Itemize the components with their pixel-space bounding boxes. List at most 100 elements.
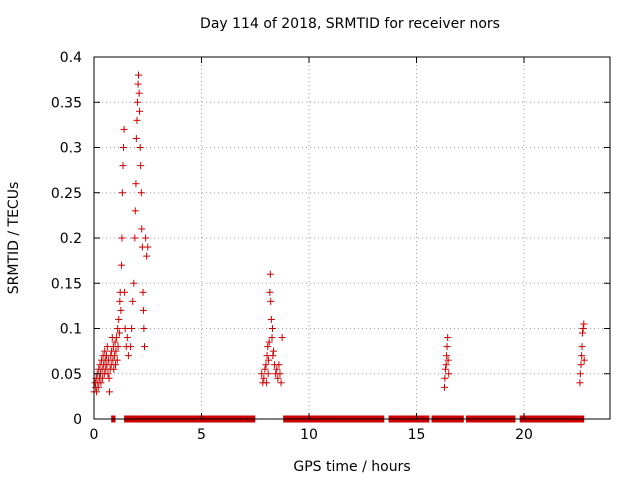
data-point bbox=[278, 334, 286, 342]
data-point bbox=[118, 261, 126, 269]
data-point bbox=[137, 189, 145, 197]
data-point bbox=[124, 352, 132, 360]
data-point bbox=[101, 347, 109, 355]
x-tick-label: 0 bbox=[90, 427, 99, 443]
data-point bbox=[440, 383, 448, 391]
data-point bbox=[110, 352, 118, 360]
data-point bbox=[137, 162, 145, 170]
data-point bbox=[266, 270, 274, 278]
data-point bbox=[265, 338, 273, 346]
data-point bbox=[261, 365, 269, 373]
data-point bbox=[267, 297, 275, 305]
data-point bbox=[123, 334, 131, 342]
data-point bbox=[445, 370, 453, 378]
data-point bbox=[267, 315, 275, 323]
grid-lines bbox=[94, 57, 610, 419]
data-point bbox=[121, 288, 129, 296]
data-point bbox=[115, 329, 123, 337]
data-point bbox=[136, 107, 144, 115]
data-point bbox=[135, 71, 143, 79]
data-point bbox=[113, 356, 121, 364]
data-point bbox=[94, 383, 102, 391]
data-point bbox=[115, 315, 123, 323]
data-point bbox=[134, 80, 142, 88]
data-point bbox=[576, 370, 584, 378]
data-point bbox=[99, 374, 107, 382]
data-point bbox=[578, 343, 586, 351]
data-point bbox=[120, 125, 128, 133]
data-point bbox=[119, 144, 127, 151]
data-point bbox=[130, 279, 138, 287]
data-point bbox=[131, 234, 139, 242]
data-point bbox=[576, 379, 584, 387]
data-point bbox=[118, 234, 126, 242]
data-point bbox=[580, 320, 588, 328]
data-point bbox=[135, 89, 143, 97]
data-point bbox=[117, 306, 125, 314]
data-point bbox=[579, 325, 587, 332]
y-tick-label: 0.2 bbox=[60, 231, 82, 247]
y-tick-label: 0.25 bbox=[51, 186, 82, 202]
data-point bbox=[443, 352, 451, 360]
data-point bbox=[133, 98, 141, 106]
data-point bbox=[103, 343, 111, 351]
data-point bbox=[274, 374, 282, 382]
y-tick-label: 0.15 bbox=[51, 276, 82, 292]
data-point bbox=[268, 325, 276, 332]
data-point bbox=[111, 338, 119, 346]
y-tick-label: 0.05 bbox=[51, 367, 82, 383]
data-point bbox=[264, 343, 272, 351]
y-tick-label: 0 bbox=[73, 412, 82, 428]
data-point bbox=[276, 370, 284, 378]
data-point bbox=[262, 361, 270, 369]
data-point bbox=[112, 347, 120, 355]
data-point bbox=[142, 234, 150, 242]
data-point bbox=[116, 297, 124, 305]
data-point bbox=[121, 325, 129, 332]
data-point bbox=[144, 243, 152, 251]
data-point bbox=[275, 361, 283, 369]
data-point bbox=[105, 388, 113, 396]
x-tick-label: 10 bbox=[300, 427, 318, 443]
data-point bbox=[131, 207, 139, 215]
x-tick-label: 15 bbox=[408, 427, 426, 443]
data-point bbox=[140, 325, 148, 332]
data-point bbox=[113, 334, 121, 342]
data-point bbox=[110, 365, 118, 373]
data-point bbox=[442, 365, 450, 373]
data-point bbox=[114, 343, 122, 351]
data-point bbox=[269, 352, 277, 360]
x-tick-label: 5 bbox=[197, 427, 206, 443]
data-point bbox=[265, 356, 273, 364]
data-point bbox=[129, 297, 137, 305]
data-point bbox=[128, 325, 136, 332]
data-point bbox=[112, 361, 119, 369]
data-point bbox=[139, 306, 147, 314]
data-point bbox=[118, 189, 126, 197]
data-point bbox=[264, 370, 272, 378]
data-point bbox=[119, 162, 127, 170]
data-point bbox=[580, 356, 588, 364]
data-point bbox=[268, 334, 276, 342]
y-tick-label: 0.3 bbox=[60, 141, 82, 157]
data-point bbox=[260, 374, 268, 382]
data-point bbox=[132, 180, 140, 188]
data-point bbox=[139, 288, 147, 296]
data-point bbox=[444, 334, 452, 342]
tick-labels: 0 5 10 15 20 0 0.05 0.1 0.15 0.2 0.25 0.3 0.35 0.4 bbox=[51, 50, 533, 443]
data-point bbox=[578, 329, 586, 337]
data-point bbox=[104, 370, 112, 378]
y-tick-label: 0.4 bbox=[60, 50, 82, 66]
data-point bbox=[444, 356, 452, 364]
y-axis-label: SRMTID / TECUs bbox=[6, 182, 22, 295]
axis-ticks bbox=[93, 56, 610, 420]
data-point bbox=[578, 352, 586, 360]
data-point bbox=[97, 379, 105, 387]
data-point bbox=[127, 343, 135, 351]
data-point bbox=[136, 144, 144, 151]
chart-title: Day 114 of 2018, SRMTID for receiver nor… bbox=[200, 16, 500, 32]
data-point bbox=[443, 343, 451, 351]
data-point bbox=[133, 116, 141, 124]
